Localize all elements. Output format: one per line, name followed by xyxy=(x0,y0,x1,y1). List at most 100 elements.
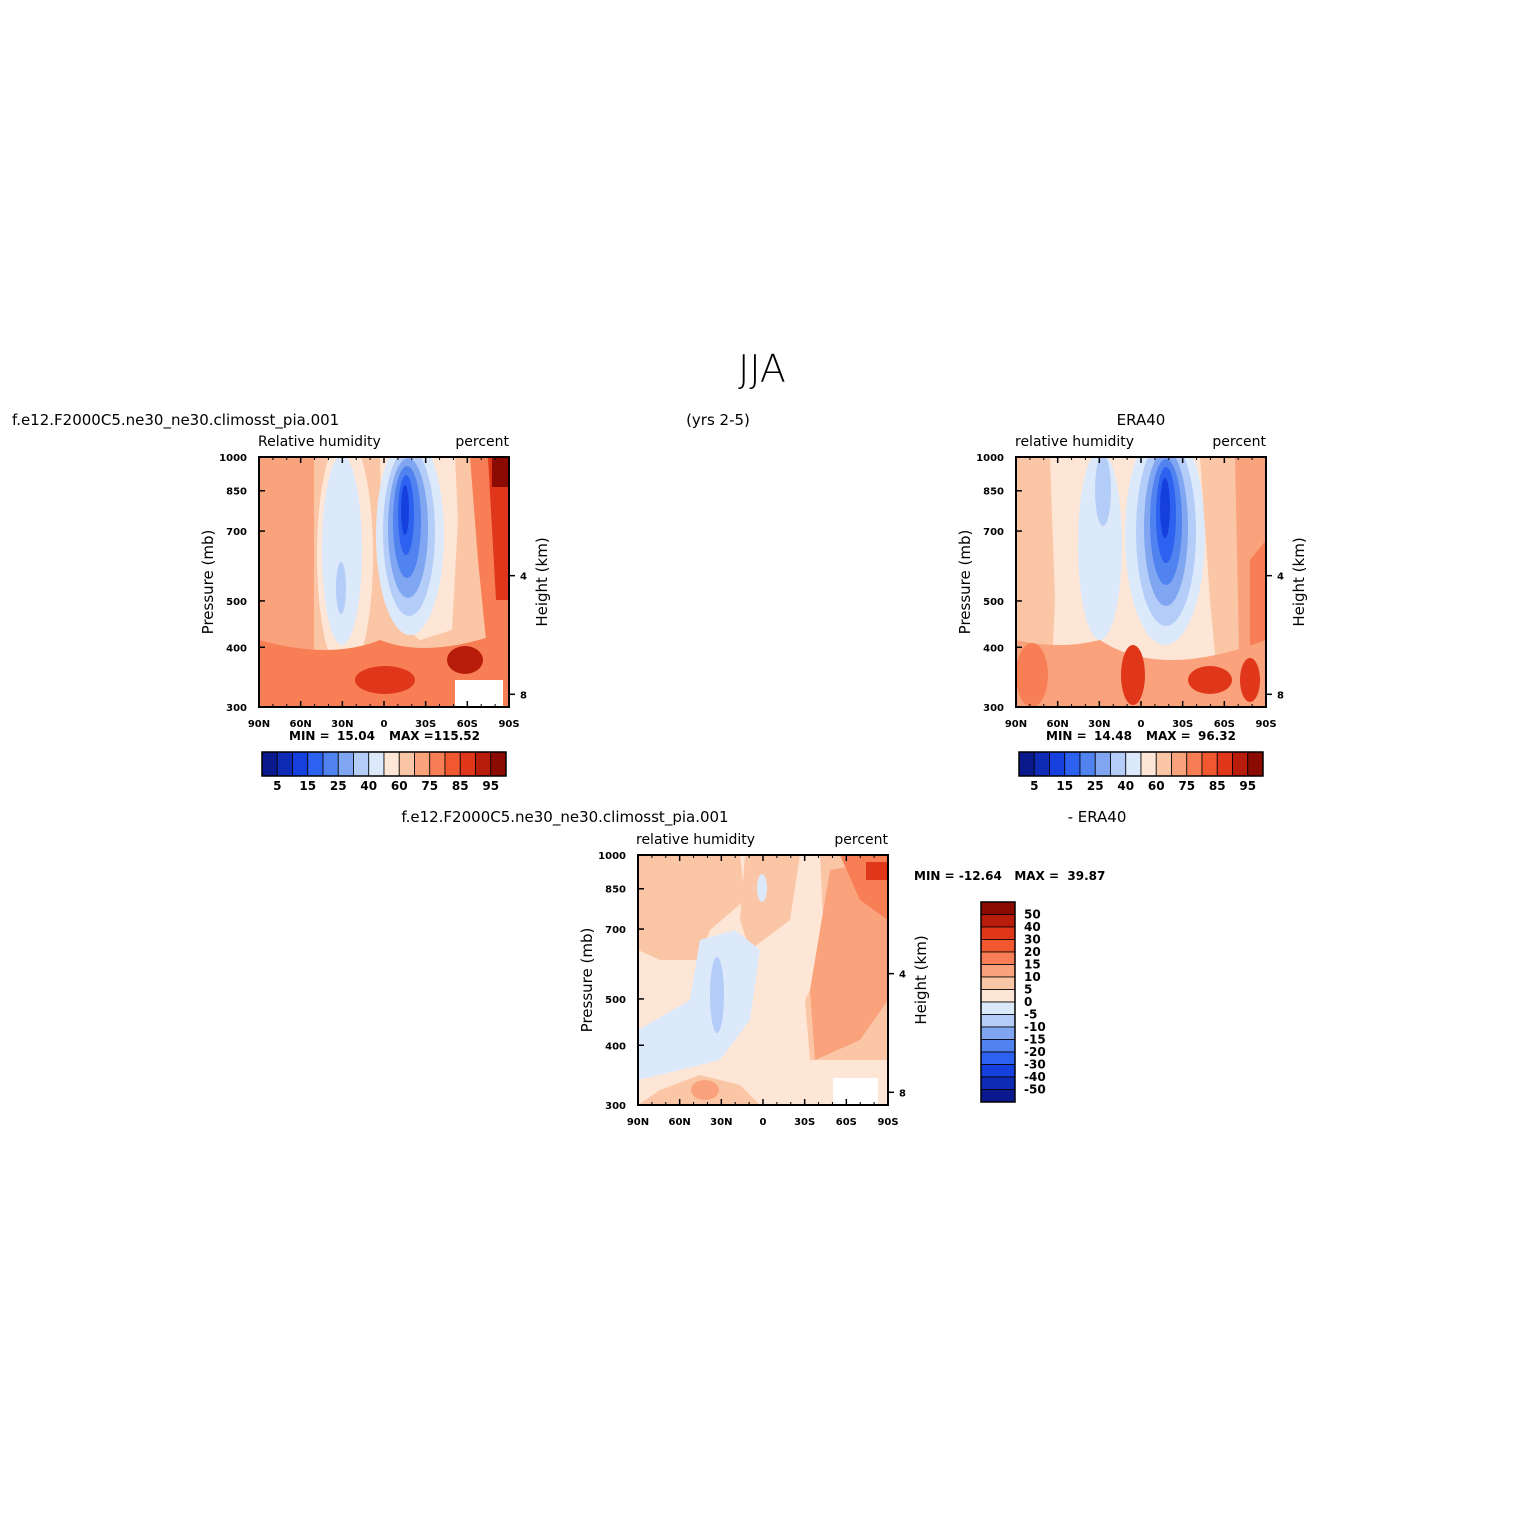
diff-ylabel-right: Height (km) xyxy=(912,935,930,1024)
model-colorbar-label: 75 xyxy=(421,779,438,793)
diff-colorbar-label: -15 xyxy=(1024,1033,1046,1047)
diff-colorbar-box xyxy=(980,901,1016,915)
model-colorbar-box xyxy=(353,751,370,777)
obs-y-tick-label: 400 xyxy=(983,643,1004,654)
obs-x-tick-label: 90S xyxy=(1255,719,1276,730)
model-var-title: Relative humidity xyxy=(258,434,381,450)
obs-colorbar-box xyxy=(1247,751,1264,777)
obs-colorbar-box xyxy=(1232,751,1249,777)
obs-y-tick-label: 1000 xyxy=(976,453,1004,464)
diff-colorbar-box xyxy=(980,951,1016,965)
model-x-tick-label: 90N xyxy=(248,719,270,730)
model-band xyxy=(322,457,362,645)
model-height-tick-label: 4 xyxy=(520,572,527,583)
obs-units: percent xyxy=(1212,434,1266,450)
diff-colorbar-label: 0 xyxy=(1024,995,1032,1009)
diff-y-tick-label: 700 xyxy=(605,925,626,936)
model-x-tick-label: 90S xyxy=(498,719,519,730)
diff-colorbar-box xyxy=(980,1089,1016,1103)
model-colorbar: 5 15 25 40 60 75 85 95 xyxy=(261,751,507,793)
model-x-tick-label: 30N xyxy=(331,719,353,730)
diff-colorbar-label: 30 xyxy=(1024,933,1041,947)
obs-x-tick-label: 90N xyxy=(1005,719,1027,730)
diff-height-tick-label: 4 xyxy=(899,970,906,981)
model-y-tick-label: 1000 xyxy=(219,453,247,464)
obs-colorbar-box xyxy=(1018,751,1035,777)
model-x-tick-label: 30S xyxy=(415,719,436,730)
diff-y-tick-label: 850 xyxy=(605,885,626,896)
obs-colorbar-label: 95 xyxy=(1239,779,1256,793)
obs-min-value: 14.48 xyxy=(1094,729,1132,743)
diff-y-tick-label: 400 xyxy=(605,1041,626,1052)
model-axes: 90N 60N 30N 0 30S 60S 90S 300 400 500 700 850 1000 8 4 xyxy=(219,453,527,730)
model-colorbar-box xyxy=(368,751,385,777)
model-colorbar-label: 40 xyxy=(360,779,377,793)
diff-colorbar-box xyxy=(980,1076,1016,1090)
diff-colorbar-label: 20 xyxy=(1024,945,1041,959)
obs-colorbar-box xyxy=(1201,751,1218,777)
model-field xyxy=(259,457,509,707)
diff-colorbar-box xyxy=(980,939,1016,953)
model-y-tick-label: 300 xyxy=(226,703,247,714)
model-colorbar-box xyxy=(429,751,446,777)
model-colorbar-label: 60 xyxy=(391,779,408,793)
model-colorbar-box xyxy=(459,751,476,777)
obs-y-tick-label: 850 xyxy=(983,487,1004,498)
model-band xyxy=(488,457,509,600)
diff-colorbar-label: 5 xyxy=(1024,983,1032,997)
model-min-label: MIN = xyxy=(289,729,330,743)
obs-colorbar-box xyxy=(1094,751,1111,777)
diff-x-tick-label: 90N xyxy=(627,1117,649,1128)
model-y-tick-label: 700 xyxy=(226,527,247,538)
obs-colorbar-label: 15 xyxy=(1056,779,1073,793)
model-min-value: 15.04 xyxy=(337,729,375,743)
obs-height-tick-label: 4 xyxy=(1277,572,1284,583)
obs-colorbar: 5 15 25 40 60 75 85 95 xyxy=(1018,751,1264,793)
obs-colorbar-box xyxy=(1171,751,1188,777)
model-max-label: MAX = xyxy=(389,729,434,743)
obs-y-tick-label: 500 xyxy=(983,597,1004,608)
obs-panel: relative humidity percent 90N 60N 30N 0 30S 6… xyxy=(956,434,1308,793)
obs-colorbar-label: 5 xyxy=(1030,779,1038,793)
model-band xyxy=(401,485,409,535)
model-y-tick-label: 850 xyxy=(226,487,247,498)
diff-colorbar-box xyxy=(980,926,1016,940)
diff-colorbar-label: 40 xyxy=(1024,920,1041,934)
diff-obs-name: - ERA40 xyxy=(1068,808,1127,826)
diff-band xyxy=(740,855,800,950)
diff-y-tick-label: 500 xyxy=(605,995,626,1006)
obs-colorbar-box xyxy=(1216,751,1233,777)
diff-units: percent xyxy=(834,832,888,848)
model-colorbar-label: 15 xyxy=(299,779,316,793)
obs-band xyxy=(1121,645,1145,705)
obs-field xyxy=(1016,457,1266,707)
obs-colorbar-label: 25 xyxy=(1087,779,1104,793)
model-colorbar-box xyxy=(444,751,461,777)
diff-colorbar-label: 15 xyxy=(1024,958,1041,972)
model-colorbar-box xyxy=(276,751,293,777)
model-ylabel: Pressure (mb) xyxy=(199,530,217,635)
diff-colorbar-box xyxy=(980,1026,1016,1040)
obs-ylabel: Pressure (mb) xyxy=(956,530,974,635)
obs-colorbar-box xyxy=(1110,751,1127,777)
model-colorbar-label: 95 xyxy=(482,779,499,793)
diff-missing xyxy=(833,1078,878,1105)
diff-x-tick-label: 90S xyxy=(877,1117,898,1128)
diff-x-tick-label: 30N xyxy=(710,1117,732,1128)
diff-y-tick-label: 1000 xyxy=(598,851,626,862)
diff-band xyxy=(710,957,724,1033)
model-band xyxy=(447,646,483,674)
obs-colorbar-box xyxy=(1064,751,1081,777)
diff-colorbar-box xyxy=(980,1064,1016,1078)
diff-band xyxy=(757,874,767,902)
model-colorbar-box xyxy=(383,751,400,777)
model-band xyxy=(492,457,509,487)
diff-colorbar-box xyxy=(980,1039,1016,1053)
obs-max-label: MAX = xyxy=(1146,729,1191,743)
obs-band xyxy=(1095,457,1111,526)
diff-ylabel: Pressure (mb) xyxy=(578,928,596,1033)
diff-band xyxy=(638,930,760,1080)
obs-x-tick-label: 30S xyxy=(1172,719,1193,730)
model-x-tick-label: 0 xyxy=(381,719,388,730)
